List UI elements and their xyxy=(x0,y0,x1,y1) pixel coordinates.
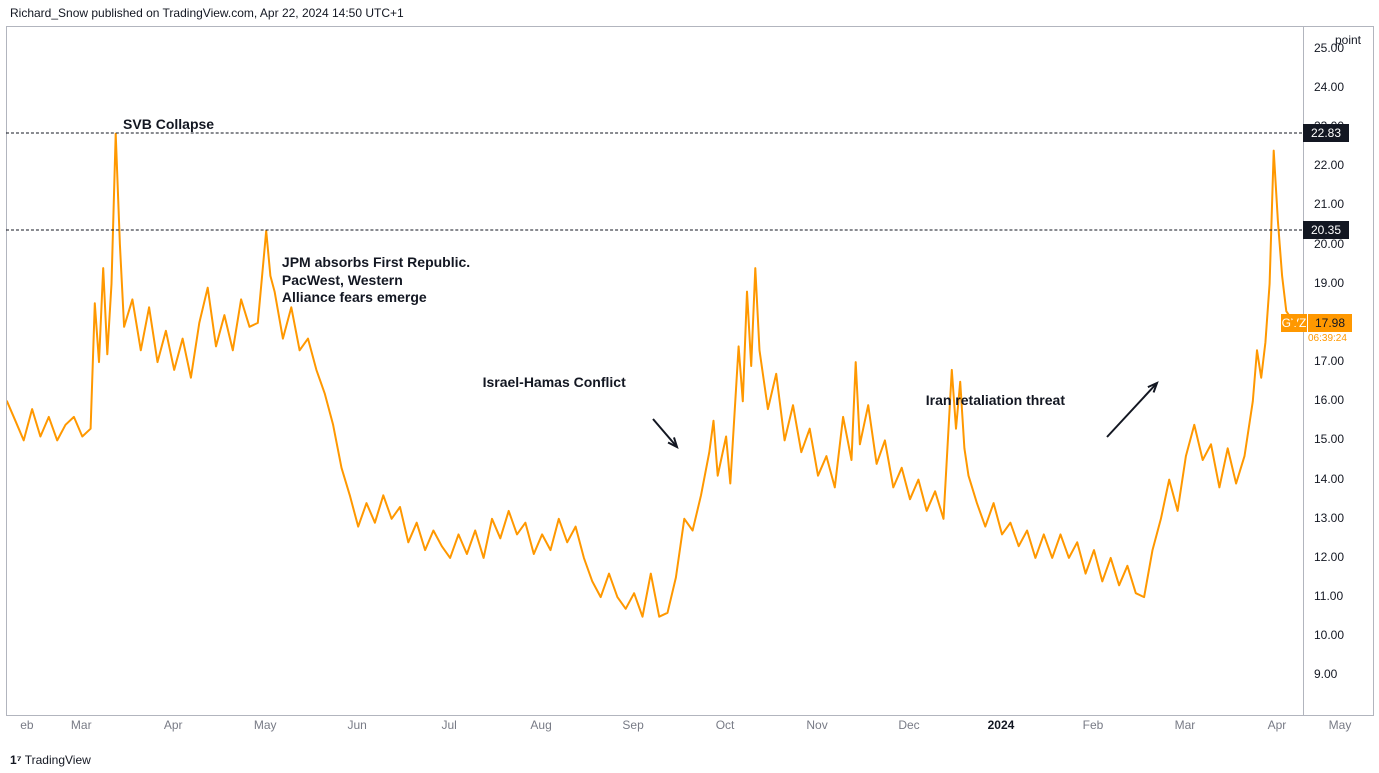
y-tick-label: 14.00 xyxy=(1314,472,1344,486)
y-tick-label: 15.00 xyxy=(1314,432,1344,446)
price-level-flag: 20.35 xyxy=(1303,221,1349,239)
x-tick-label: Mar xyxy=(1175,718,1196,732)
y-tick-label: 22.00 xyxy=(1314,158,1344,172)
last-price-flag: 17.98 xyxy=(1308,314,1352,332)
x-tick-label: Sep xyxy=(622,718,643,732)
x-tick-label: May xyxy=(1329,718,1352,732)
y-tick-label: 11.00 xyxy=(1314,589,1343,603)
x-tick-label: Mar xyxy=(71,718,92,732)
horizontal-level-line xyxy=(6,229,1302,230)
x-tick-label: Aug xyxy=(530,718,551,732)
x-tick-label: Apr xyxy=(164,718,183,732)
y-tick-label: 19.00 xyxy=(1314,276,1344,290)
footer-brand: 1⁷ TradingView xyxy=(10,753,91,767)
y-tick-label: 9.00 xyxy=(1314,667,1337,681)
y-tick-label: 21.00 xyxy=(1314,197,1344,211)
chart-annotation: JPM absorbs First Republic.PacWest, West… xyxy=(282,254,470,307)
x-tick-label: 2024 xyxy=(988,718,1015,732)
chart-annotation: SVB Collapse xyxy=(123,116,214,134)
chart-annotation: Iran retaliation threat xyxy=(926,392,1065,410)
publisher-line: Richard_Snow published on TradingView.co… xyxy=(10,6,404,20)
chart-annotation: Israel-Hamas Conflict xyxy=(483,374,626,392)
x-tick-label: eb xyxy=(20,718,33,732)
y-tick-label: 16.00 xyxy=(1314,393,1344,407)
y-tick-label: 13.00 xyxy=(1314,511,1344,525)
x-tick-label: Dec xyxy=(898,718,919,732)
x-tick-label: Nov xyxy=(806,718,827,732)
x-tick-label: Oct xyxy=(716,718,735,732)
x-tick-label: Jun xyxy=(347,718,366,732)
price-level-flag: 22.83 xyxy=(1303,124,1349,142)
x-tick-label: Jul xyxy=(441,718,456,732)
x-tick-label: May xyxy=(254,718,277,732)
y-tick-label: 25.00 xyxy=(1314,41,1344,55)
brand-label: TradingView xyxy=(25,753,91,767)
countdown-label: 06:39:24 xyxy=(1308,332,1362,346)
x-tick-label: Apr xyxy=(1268,718,1287,732)
y-tick-label: 10.00 xyxy=(1314,628,1344,642)
x-tick-label: Feb xyxy=(1083,718,1104,732)
y-tick-label: 24.00 xyxy=(1314,80,1344,94)
last-point-dot xyxy=(1290,319,1297,326)
tradingview-logo-icon: 1⁷ xyxy=(10,753,22,767)
y-tick-label: 17.00 xyxy=(1314,354,1344,368)
y-tick-label: 12.00 xyxy=(1314,550,1344,564)
